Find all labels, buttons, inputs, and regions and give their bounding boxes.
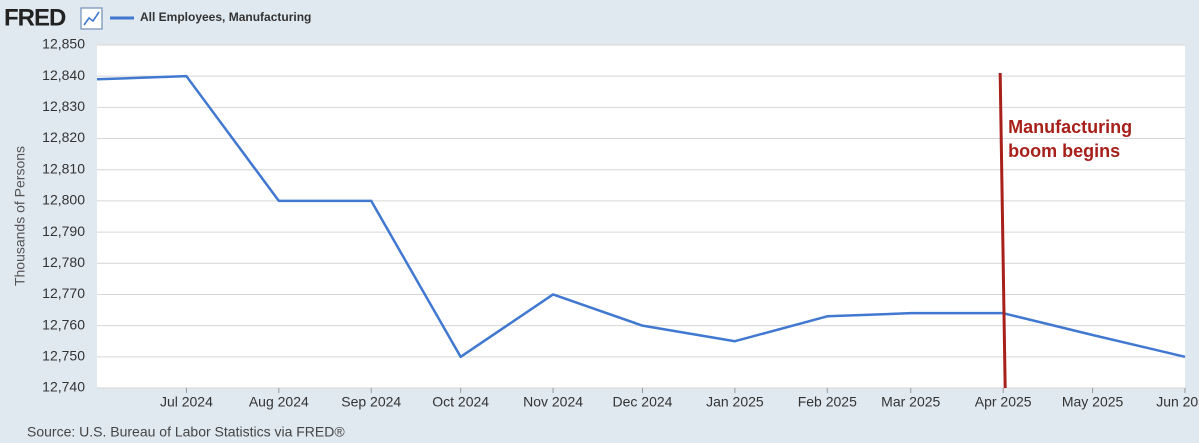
y-tick-label: 12,790 [42, 223, 85, 239]
legend-label: All Employees, Manufacturing [140, 10, 311, 24]
annotation-line [998, 72, 1007, 389]
logo-icon [80, 7, 103, 30]
y-tick-label: 12,750 [42, 348, 85, 364]
x-tick-label: Apr 2025 [975, 394, 1032, 410]
plot-area [97, 45, 1185, 388]
y-tick-label: 12,850 [42, 36, 85, 52]
x-tick-label: Jul 2024 [160, 394, 213, 410]
x-tick-label: Nov 2024 [523, 394, 583, 410]
annotation-text: Manufacturing [1008, 117, 1132, 137]
source-note: Source: U.S. Bureau of Labor Statistics … [27, 424, 345, 440]
brand-logo: FRED [4, 4, 66, 31]
y-axis-label: Thousands of Persons [12, 146, 28, 286]
y-tick-label: 12,800 [42, 192, 85, 208]
x-tick-label: May 2025 [1062, 394, 1124, 410]
y-tick-label: 12,840 [42, 67, 85, 83]
y-tick-label: 12,760 [42, 316, 85, 332]
y-tick-label: 12,740 [42, 379, 85, 395]
y-tick-label: 12,820 [42, 129, 85, 145]
x-tick-label: Sep 2024 [341, 394, 401, 410]
y-tick-label: 12,770 [42, 285, 85, 301]
x-tick-label: Oct 2024 [432, 394, 489, 410]
x-tick-label: Dec 2024 [613, 394, 673, 410]
x-tick-label: Aug 2024 [249, 394, 309, 410]
x-tick-label: Feb 2025 [798, 394, 857, 410]
x-tick-label: Jan 2025 [706, 394, 764, 410]
y-tick-label: 12,830 [42, 98, 85, 114]
x-tick-label: Mar 2025 [881, 394, 940, 410]
y-tick-label: 12,780 [42, 254, 85, 270]
x-tick-label: Jun 2025 [1156, 394, 1199, 410]
y-tick-label: 12,810 [42, 160, 85, 176]
annotation-text: boom begins [1008, 141, 1120, 161]
